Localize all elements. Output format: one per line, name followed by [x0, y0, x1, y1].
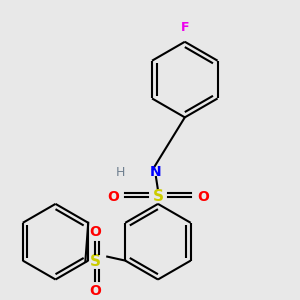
Text: S: S [90, 254, 101, 269]
Text: F: F [181, 21, 189, 34]
Text: O: O [197, 190, 209, 204]
Text: S: S [152, 189, 164, 204]
Text: O: O [107, 190, 119, 204]
Text: O: O [89, 225, 101, 239]
Text: O: O [89, 284, 101, 298]
Text: H: H [116, 166, 125, 178]
Text: N: N [150, 165, 162, 179]
